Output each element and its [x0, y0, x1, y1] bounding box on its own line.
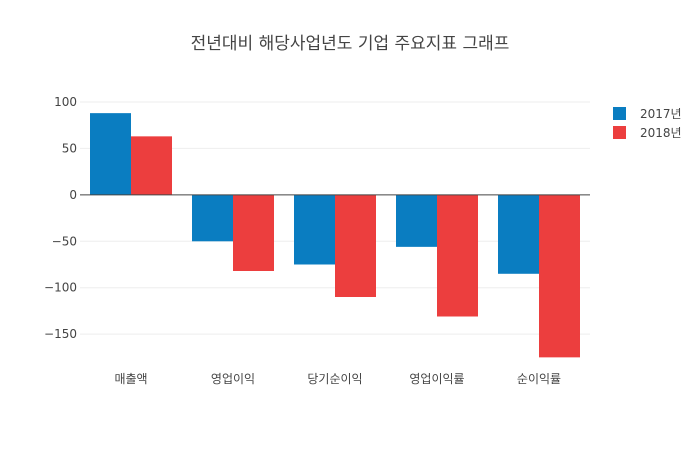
y-tick-label: 0	[69, 188, 77, 202]
bar-2018-4[interactable]	[437, 194, 478, 317]
bar-2018-2[interactable]	[233, 194, 274, 271]
bar-2018-5[interactable]	[539, 194, 580, 358]
bar-2017-2[interactable]	[192, 194, 233, 242]
bar-2018-3[interactable]	[335, 194, 376, 297]
legend-label: 2018년	[640, 126, 682, 140]
x-tick-label: 당기순이익	[307, 372, 362, 386]
bar-2017-4[interactable]	[396, 194, 437, 247]
x-tick-label: 매출액	[114, 372, 147, 386]
y-tick-label: 50	[62, 141, 77, 155]
y-axis-ticks: 100 50 0 −50 −100 −150	[44, 95, 77, 341]
x-tick-label: 순이익률	[517, 372, 561, 386]
bar-2017-5[interactable]	[498, 194, 539, 274]
x-tick-label: 영업이익률	[409, 372, 464, 386]
bar-2017-3[interactable]	[294, 194, 335, 265]
x-tick-label: 영업이익	[211, 372, 255, 386]
chart-title: 전년대비 해당사업년도 기업 주요지표 그래프	[191, 34, 510, 54]
y-tick-label: −100	[44, 281, 77, 295]
legend[interactable]: 2017년 2018년	[613, 107, 682, 140]
y-tick-label: 100	[54, 95, 77, 109]
bar-2018-1[interactable]	[131, 136, 172, 195]
x-axis-ticks: 매출액 영업이익 당기순이익 영업이익률 순이익률	[114, 372, 561, 386]
y-tick-label: −50	[52, 234, 77, 248]
legend-label: 2017년	[640, 107, 682, 121]
y-tick-label: −150	[44, 327, 77, 341]
legend-swatch	[613, 126, 626, 139]
legend-swatch	[613, 107, 626, 120]
bar-2017-1[interactable]	[90, 113, 131, 195]
legend-item[interactable]: 2018년	[613, 126, 682, 140]
bars	[90, 113, 580, 358]
legend-item[interactable]: 2017년	[613, 107, 682, 121]
